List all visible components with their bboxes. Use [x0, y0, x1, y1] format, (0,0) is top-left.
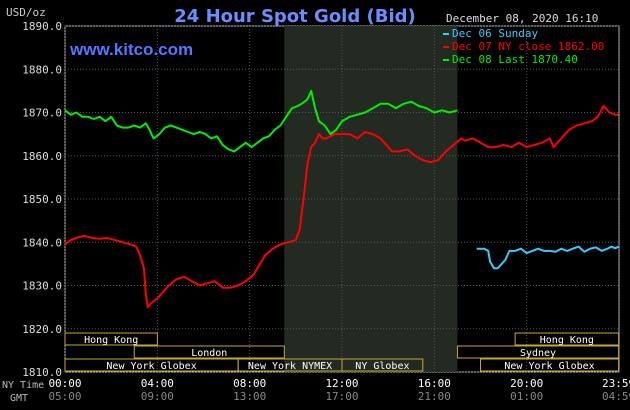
x-tick-label-gmt: 17:00 — [325, 390, 358, 403]
x-tick-label-ny: 04:00 — [141, 377, 174, 390]
legend-item: Dec 07 NY close 1862.00 — [452, 40, 604, 53]
x-tick-label-ny: 16:00 — [418, 377, 451, 390]
x-tick-label-gmt: 13:00 — [233, 390, 266, 403]
session-label: NY Globex — [355, 361, 409, 372]
session-label: New York Globex — [106, 361, 196, 372]
y-tick-label: 1870.0 — [22, 107, 62, 120]
session-box — [514, 332, 620, 346]
session-box — [133, 345, 285, 359]
timestamp: December 08, 2020 16:10 — [446, 12, 598, 25]
x-tick-label-ny: 23:59 — [602, 377, 630, 390]
session-label: London — [191, 348, 227, 359]
session-label: Hong Kong — [84, 335, 138, 346]
session-box — [456, 345, 620, 359]
y-tick-label: 1810.0 — [22, 366, 62, 379]
y-tick-label: 1840.0 — [22, 236, 62, 249]
y-tick-label: 1820.0 — [22, 323, 62, 336]
website-label: www.kitco.com — [69, 40, 193, 59]
series-line-0 — [476, 245, 620, 270]
x-tick-label-ny: 08:00 — [233, 377, 266, 390]
x-tick-label-ny: 20:00 — [510, 377, 543, 390]
session-box — [341, 358, 424, 372]
y-axis-ticks: 1890.0 1880.0 1870.0 1860.0 1850.0 1840.0 1830… — [22, 20, 62, 379]
x-tick-label-ny: 00:00 — [48, 377, 81, 390]
y-tick-label: 1890.0 — [22, 20, 62, 33]
y-tick-label: 1880.0 — [22, 63, 62, 76]
session-box — [480, 358, 620, 372]
y-tick-label: 1830.0 — [22, 280, 62, 293]
legend-item: Dec 06 Sunday — [452, 27, 538, 40]
legend-item: Dec 08 Last 1870.40 — [452, 53, 578, 66]
chart-title: 24 Hour Spot Gold (Bid) — [174, 6, 415, 27]
x-tick-label-gmt: 04:59 — [602, 390, 630, 403]
x-tick-label-gmt: 21:00 — [418, 390, 451, 403]
trading-sessions: Hong Kong London New York Globex New York N… — [64, 332, 620, 372]
y-tick-label: 1850.0 — [22, 193, 62, 206]
series-line-2 — [64, 89, 458, 153]
session-label: Hong Kong — [540, 335, 594, 346]
gmt-axis-label: GMT — [10, 393, 28, 404]
x-tick-label-gmt: 05:00 — [48, 390, 81, 403]
series-line-1 — [64, 105, 619, 309]
y-axis-label: USD/oz — [6, 6, 46, 19]
x-tick-label-gmt: 09:00 — [141, 390, 174, 403]
session-box — [64, 332, 158, 346]
session-label: Sydney — [520, 348, 556, 359]
y-tick-label: 1860.0 — [22, 150, 62, 163]
x-tick-label-ny: 12:00 — [325, 377, 358, 390]
series-lines — [64, 89, 620, 309]
session-label: New York Globex — [504, 361, 594, 372]
session-label: New York NYMEX — [248, 361, 332, 372]
ny-time-axis-label: NY Time — [2, 380, 44, 391]
grid-lines — [64, 25, 620, 373]
x-tick-label-gmt: 01:00 — [510, 390, 543, 403]
